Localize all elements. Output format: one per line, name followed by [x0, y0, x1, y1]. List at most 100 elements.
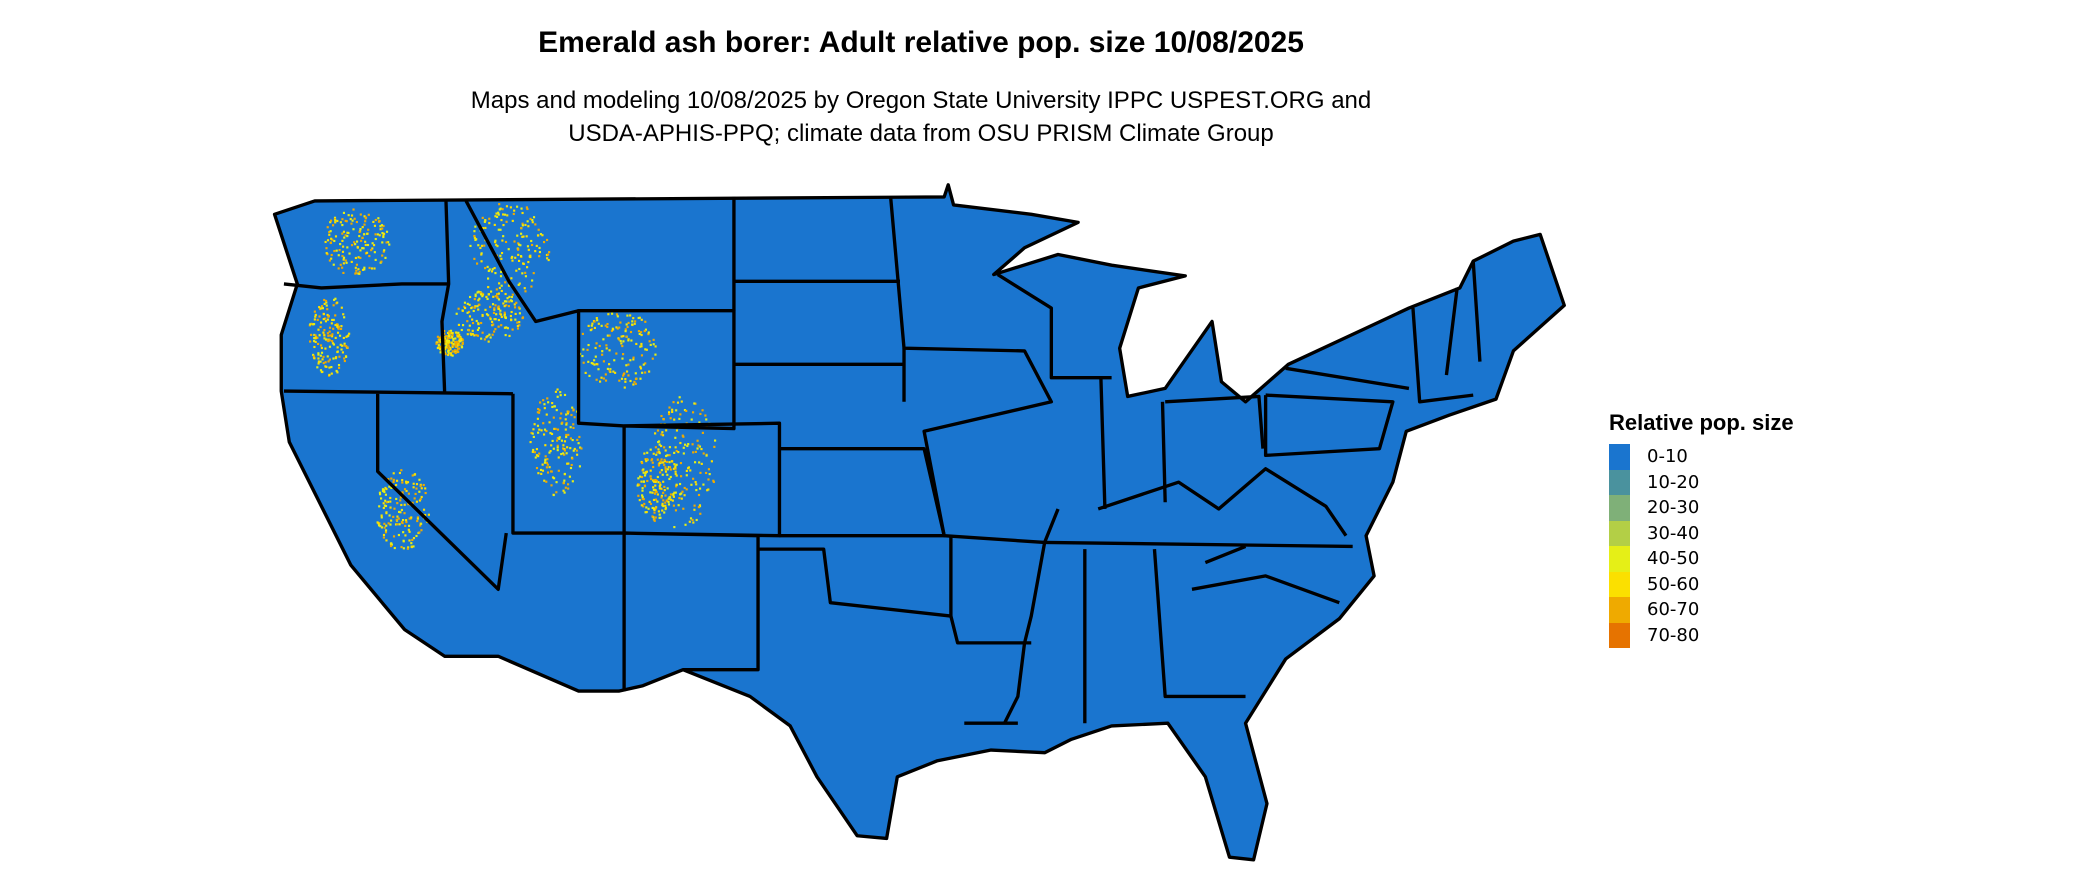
hotspot-pixel: [669, 468, 672, 471]
hotspot-pixel: [310, 322, 313, 325]
hotspot-pixel: [689, 517, 693, 520]
hotspot-pixel: [324, 320, 328, 323]
hotspot-pixel: [659, 461, 662, 465]
hotspot-pixel: [322, 331, 325, 334]
hotspot-pixel: [341, 223, 344, 227]
hotspot-pixel: [507, 284, 511, 287]
hotspot-pixel: [332, 357, 335, 360]
hotspot-pixel: [367, 213, 370, 216]
hotspot-pixel: [528, 255, 531, 258]
hotspot-pixel: [556, 437, 559, 440]
hotspot-pixel: [658, 513, 661, 516]
hotspot-pixel: [522, 262, 525, 265]
hotspot-pixel: [341, 232, 344, 235]
hotspot-pixel: [396, 515, 399, 518]
hotspot-pixel: [524, 271, 527, 274]
hotspot-pixel: [396, 523, 399, 526]
hotspot-pixel: [458, 347, 461, 350]
hotspot-pixel: [645, 511, 648, 514]
hotspot-pixel: [625, 335, 628, 338]
hotspot-pixel: [641, 495, 644, 498]
hotspot-pixel: [506, 214, 509, 217]
hotspot-pixel: [653, 518, 656, 521]
hotspot-pixel: [346, 334, 349, 338]
hotspot-pixel: [320, 307, 323, 310]
hotspot-pixel: [697, 444, 700, 447]
hotspot-pixel: [560, 453, 563, 456]
hotspot-pixel: [714, 439, 717, 442]
hotspot-pixel: [412, 537, 416, 540]
subtitle-line-1: Maps and modeling 10/08/2025 by Oregon S…: [470, 87, 1372, 114]
hotspot-pixel: [354, 243, 357, 246]
hotspot-pixel: [572, 449, 575, 452]
hotspot-pixel: [535, 454, 539, 457]
hotspot-pixel: [562, 482, 565, 485]
hotspot-pixel: [437, 346, 440, 349]
hotspot-pixel: [319, 321, 323, 324]
hotspot-pixel: [352, 228, 355, 231]
hotspot-pixel: [521, 222, 524, 225]
hotspot-pixel: [630, 339, 633, 342]
hotspot-pixel: [580, 447, 583, 450]
hotspot-pixel: [576, 453, 579, 456]
hotspot-pixel: [593, 359, 596, 362]
hotspot-pixel: [672, 504, 675, 507]
hotspot-pixel: [336, 331, 340, 334]
hotspot-pixel: [373, 251, 376, 254]
hotspot-pixel: [466, 333, 469, 336]
hotspot-pixel: [447, 352, 450, 355]
hotspot-pixel: [458, 336, 461, 340]
hotspot-pixel: [621, 357, 624, 360]
hotspot-pixel: [363, 215, 366, 218]
hotspot-pixel: [653, 519, 656, 522]
hotspot-pixel: [418, 478, 421, 481]
hotspot-pixel: [322, 313, 325, 316]
hotspot-pixel: [382, 232, 386, 235]
hotspot-pixel: [309, 323, 312, 326]
hotspot-pixel: [533, 451, 537, 454]
hotspot-pixel: [475, 319, 478, 323]
hotspot-pixel: [383, 490, 386, 494]
hotspot-pixel: [415, 487, 418, 490]
hotspot-pixel: [663, 511, 666, 514]
hotspot-pixel: [664, 501, 667, 504]
hotspot-pixel: [644, 328, 648, 331]
hotspot-pixel: [595, 378, 598, 381]
hotspot-pixel: [516, 205, 519, 208]
hotspot-pixel: [372, 244, 376, 247]
hotspot-pixel: [500, 270, 503, 273]
hotspot-pixel: [645, 470, 648, 474]
hotspot-pixel: [527, 260, 530, 264]
hotspot-pixel: [629, 314, 632, 317]
hotspot-pixel: [547, 401, 550, 404]
hotspot-pixel: [635, 342, 638, 346]
hotspot-pixel: [597, 322, 600, 325]
hotspot-pixel: [491, 320, 494, 323]
hotspot-pixel: [499, 275, 503, 278]
hotspot-pixel: [639, 367, 643, 370]
hotspot-pixel: [612, 328, 615, 331]
hotspot-pixel: [502, 302, 505, 305]
hotspot-pixel: [508, 300, 511, 303]
hotspot-pixel: [608, 369, 611, 372]
hotspot-pixel: [488, 217, 491, 220]
hotspot-pixel: [679, 441, 682, 445]
hotspot-pixel: [611, 312, 614, 315]
hotspot-pixel: [521, 211, 524, 215]
hotspot-pixel: [480, 253, 483, 256]
hotspot-pixel: [675, 474, 678, 477]
hotspot-pixel: [483, 338, 486, 341]
hotspot-pixel: [691, 411, 695, 414]
hotspot-pixel: [485, 295, 488, 298]
hotspot-pixel: [537, 228, 540, 231]
hotspot-pixel: [708, 473, 711, 476]
hotspot-pixel: [638, 332, 641, 336]
hotspot-pixel: [325, 304, 328, 307]
hotspot-pixel: [436, 335, 440, 338]
hotspot-pixel: [653, 492, 657, 495]
hotspot-pixel: [480, 337, 483, 340]
hotspot-pixel: [484, 308, 487, 311]
hotspot-pixel: [700, 448, 703, 451]
hotspot-pixel: [618, 338, 621, 341]
hotspot-pixel: [340, 348, 343, 351]
